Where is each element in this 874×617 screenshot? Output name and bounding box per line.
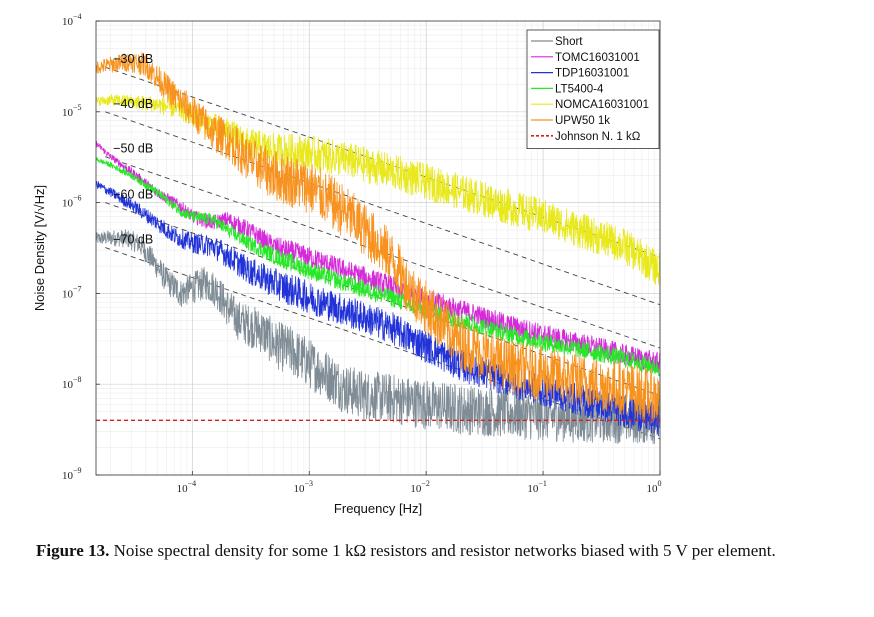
db-label-2: −50 dB xyxy=(113,142,153,156)
legend-label: TDP16031001 xyxy=(555,68,629,80)
series-tomc16031001 xyxy=(95,139,661,373)
x-tick-exponent: −1 xyxy=(538,479,547,488)
plot-frame xyxy=(95,20,661,476)
x-tick-label: 10−2 xyxy=(410,479,430,495)
x-tick-exponent: 0 xyxy=(658,479,662,488)
legend-box xyxy=(526,29,660,149)
legend-label: Short xyxy=(555,36,583,48)
y-tick-base: 10 xyxy=(62,198,74,210)
y-tick-base: 10 xyxy=(62,379,74,391)
legend-label: Johnson N. 1 kΩ xyxy=(555,131,641,143)
legend-label: LT5400-4 xyxy=(555,83,604,95)
y-tick-base: 10 xyxy=(62,288,74,300)
y-tick-base: 10 xyxy=(62,16,74,28)
db-label-3: −60 dB xyxy=(113,188,153,202)
db-label-1: −40 dB xyxy=(113,97,153,111)
y-tick-exponent: −8 xyxy=(73,375,82,384)
series-lt5400-4 xyxy=(95,157,661,378)
noise-density-chart: 10−4 10−3 10−2 10−1 10010−410−510−610−710−81… xyxy=(32,12,662,516)
legend: Short TOMC16031001 TDP16031001 LT5400-4 NOMC… xyxy=(526,29,660,149)
x-tick-base: 10 xyxy=(410,483,422,495)
x-tick-base: 10 xyxy=(527,483,539,495)
y-tick-base: 10 xyxy=(62,470,74,482)
y-tick-exponent: −9 xyxy=(73,466,82,475)
y-tick-label: 10−5 xyxy=(62,103,82,119)
x-tick-label: 10−3 xyxy=(293,479,313,495)
x-axis-label: Frequency [Hz] xyxy=(334,501,422,516)
x-tick-base: 10 xyxy=(293,483,305,495)
y-tick-exponent: −5 xyxy=(73,103,82,112)
y-tick-label: 10−6 xyxy=(62,194,82,210)
series-tdp16031001 xyxy=(95,180,661,437)
x-tick-label: 100 xyxy=(647,479,662,495)
legend-label: TOMC16031001 xyxy=(555,52,640,64)
y-tick-label: 10−7 xyxy=(62,284,82,300)
ref-line-1 xyxy=(105,111,661,306)
y-tick-base: 10 xyxy=(62,107,74,119)
caption-text: Noise spectral density for some 1 kΩ res… xyxy=(113,541,776,560)
ref-line-0 xyxy=(105,66,661,258)
series-upw50-1k xyxy=(95,52,661,424)
ref-line-2 xyxy=(105,156,661,349)
y-tick-exponent: −4 xyxy=(73,12,82,21)
x-tick-label: 10−1 xyxy=(527,479,547,495)
axis-ticks: 10−4 10−3 10−2 10−1 10010−410−510−610−710−81… xyxy=(62,12,662,495)
y-tick-exponent: −6 xyxy=(73,194,82,203)
caption-label: Figure 13. xyxy=(36,541,110,560)
x-tick-exponent: −2 xyxy=(421,479,430,488)
x-tick-base: 10 xyxy=(647,483,659,495)
series-short xyxy=(95,229,661,445)
legend-label: UPW50 1k xyxy=(555,115,610,127)
x-tick-exponent: −3 xyxy=(304,479,313,488)
db-label-0: −30 dB xyxy=(113,52,153,66)
series-nomca16031001 xyxy=(95,94,661,285)
y-tick-label: 10−8 xyxy=(62,375,82,391)
figure-caption: Figure 13. Noise spectral density for so… xyxy=(36,538,856,563)
x-tick-exponent: −4 xyxy=(188,479,197,488)
x-tick-label: 10−4 xyxy=(177,479,197,495)
y-axis-label: Noise Density [V/√Hz] xyxy=(32,185,47,311)
db-label-4: −70 dB xyxy=(113,233,153,247)
db-labels: −30 dB −40 dB −50 dB −60 dB −70 dB xyxy=(113,52,153,246)
x-tick-base: 10 xyxy=(177,483,189,495)
data-series xyxy=(95,52,661,445)
y-tick-exponent: −7 xyxy=(73,284,82,293)
legend-label: NOMCA16031001 xyxy=(555,99,649,111)
y-tick-label: 10−4 xyxy=(62,12,82,28)
y-tick-label: 10−9 xyxy=(62,466,82,482)
